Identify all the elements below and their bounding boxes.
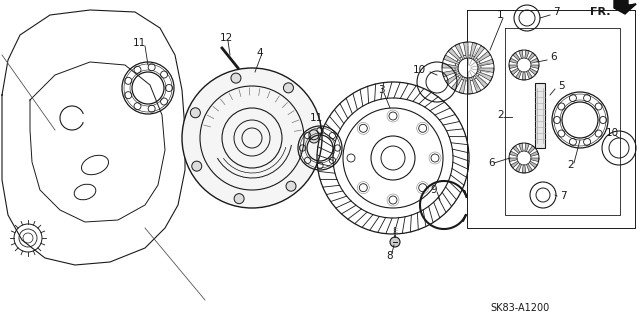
Polygon shape — [459, 78, 467, 93]
Polygon shape — [511, 68, 519, 75]
Polygon shape — [509, 151, 518, 156]
Polygon shape — [528, 146, 535, 153]
Circle shape — [309, 133, 319, 143]
Text: 7: 7 — [553, 7, 559, 17]
Polygon shape — [474, 74, 488, 88]
Polygon shape — [448, 48, 461, 62]
Polygon shape — [529, 68, 538, 75]
Polygon shape — [530, 151, 539, 156]
Text: 12: 12 — [220, 33, 233, 43]
Text: 2: 2 — [567, 160, 573, 170]
Circle shape — [231, 73, 241, 83]
Text: 8: 8 — [386, 251, 392, 261]
Text: 3: 3 — [378, 85, 385, 95]
Circle shape — [286, 181, 296, 191]
Circle shape — [234, 194, 244, 204]
Polygon shape — [509, 158, 517, 162]
Polygon shape — [463, 42, 468, 58]
Circle shape — [284, 83, 294, 93]
Text: 4: 4 — [256, 48, 262, 58]
Polygon shape — [529, 161, 538, 168]
Polygon shape — [530, 58, 539, 63]
Polygon shape — [472, 77, 481, 93]
Polygon shape — [527, 164, 532, 172]
Polygon shape — [476, 51, 490, 63]
Polygon shape — [509, 58, 518, 63]
Text: 11: 11 — [133, 38, 147, 48]
Polygon shape — [614, 4, 636, 14]
Text: 11: 11 — [310, 113, 323, 123]
Polygon shape — [518, 50, 523, 58]
Bar — [535, 83, 545, 148]
Polygon shape — [451, 76, 463, 91]
Polygon shape — [531, 65, 539, 69]
Polygon shape — [445, 73, 460, 85]
Polygon shape — [518, 143, 523, 152]
Polygon shape — [513, 53, 520, 60]
Polygon shape — [477, 71, 492, 81]
Polygon shape — [468, 78, 472, 94]
Text: 6: 6 — [488, 158, 495, 168]
Polygon shape — [511, 161, 519, 168]
Polygon shape — [515, 164, 522, 172]
Polygon shape — [531, 158, 539, 162]
Circle shape — [190, 108, 200, 118]
Polygon shape — [470, 42, 477, 59]
Text: 6: 6 — [550, 52, 557, 62]
Polygon shape — [477, 59, 493, 66]
Polygon shape — [527, 71, 532, 79]
Text: 9: 9 — [430, 185, 436, 195]
Text: FR.: FR. — [590, 7, 611, 17]
Text: 10: 10 — [413, 65, 426, 75]
Polygon shape — [525, 50, 529, 58]
Circle shape — [309, 130, 319, 140]
Text: SK83-A1200: SK83-A1200 — [490, 303, 549, 313]
Polygon shape — [522, 165, 526, 173]
Polygon shape — [509, 65, 517, 69]
Polygon shape — [444, 55, 460, 64]
Polygon shape — [528, 53, 535, 60]
Polygon shape — [513, 146, 520, 153]
Polygon shape — [478, 68, 494, 72]
Polygon shape — [614, 0, 636, 10]
Polygon shape — [473, 46, 484, 60]
Polygon shape — [515, 71, 522, 79]
Circle shape — [192, 161, 202, 171]
Polygon shape — [522, 72, 526, 80]
Text: 10: 10 — [606, 128, 619, 138]
Text: 2: 2 — [497, 110, 504, 120]
Text: 1: 1 — [497, 10, 504, 20]
Circle shape — [182, 68, 322, 208]
Polygon shape — [525, 143, 529, 152]
Text: 7: 7 — [560, 191, 566, 201]
Polygon shape — [455, 44, 465, 59]
Polygon shape — [442, 70, 459, 77]
Circle shape — [390, 237, 400, 247]
Text: 5: 5 — [558, 81, 564, 91]
Polygon shape — [442, 63, 458, 68]
